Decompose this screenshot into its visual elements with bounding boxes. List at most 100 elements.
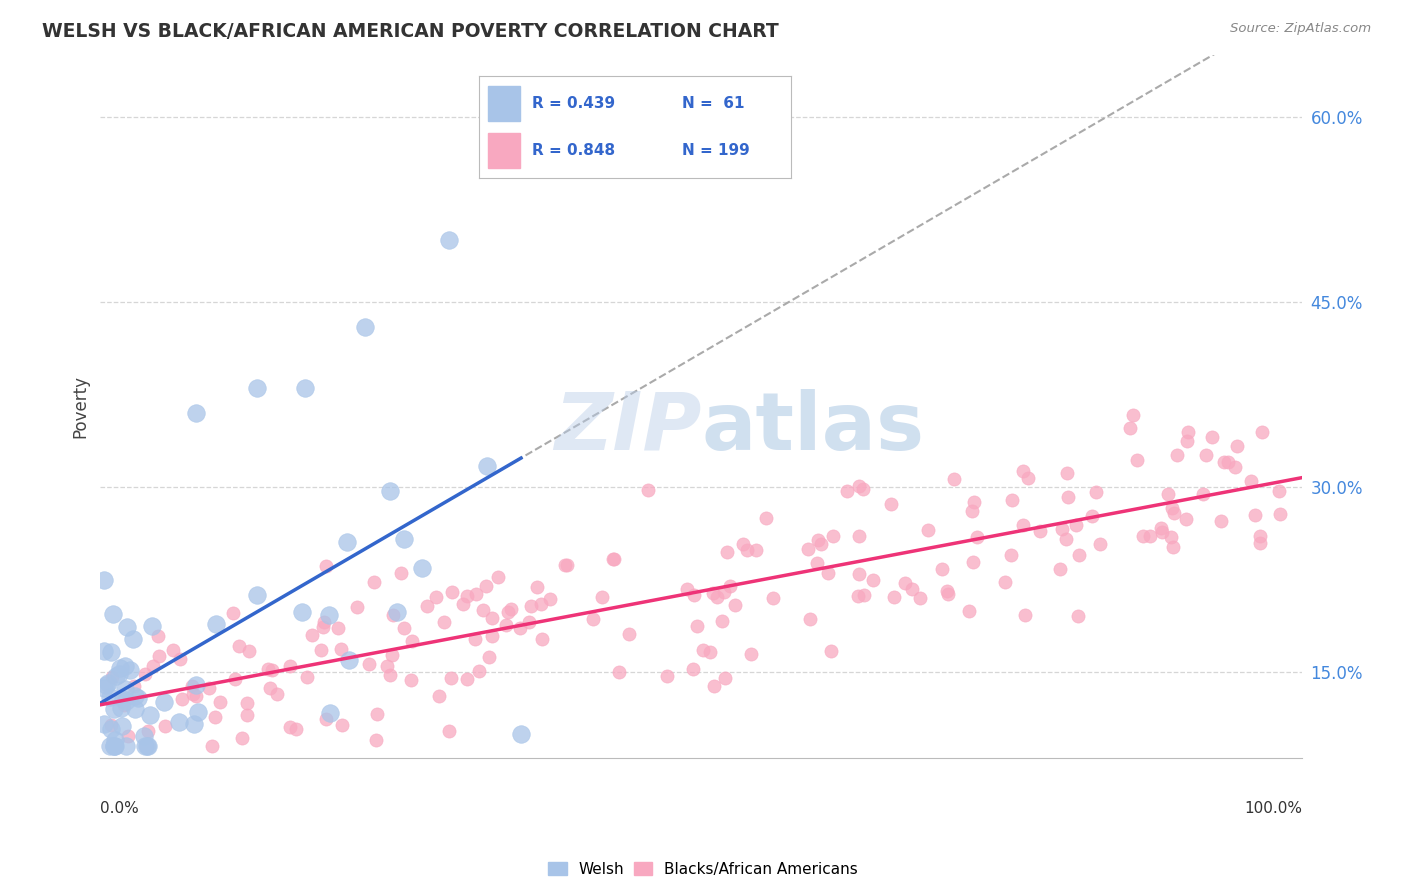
Point bbox=[285, 722, 308, 736]
Point bbox=[1014, 608, 1036, 623]
Point bbox=[114, 658, 136, 673]
Point bbox=[148, 648, 170, 663]
Point bbox=[481, 610, 503, 624]
Point bbox=[1223, 460, 1246, 475]
Point bbox=[319, 706, 342, 721]
Point bbox=[228, 639, 250, 653]
Point bbox=[1119, 420, 1142, 434]
Legend: Welsh, Blacks/African Americans: Welsh, Blacks/African Americans bbox=[546, 859, 860, 880]
Point bbox=[266, 687, 288, 701]
Point bbox=[1012, 464, 1035, 478]
Point bbox=[724, 598, 747, 612]
Point bbox=[94, 677, 117, 691]
Point bbox=[740, 647, 762, 661]
Point bbox=[1050, 522, 1073, 536]
Point bbox=[699, 644, 721, 658]
Point bbox=[427, 690, 450, 704]
Point bbox=[336, 535, 359, 549]
Text: ZIP: ZIP bbox=[554, 389, 702, 467]
Point bbox=[848, 567, 870, 582]
Point bbox=[472, 603, 495, 617]
Point bbox=[526, 580, 548, 594]
Point bbox=[554, 558, 576, 572]
Point bbox=[311, 620, 333, 634]
Point bbox=[169, 651, 191, 665]
Point bbox=[607, 665, 630, 680]
Point bbox=[170, 692, 193, 706]
Point bbox=[1209, 514, 1232, 528]
Point bbox=[139, 708, 162, 723]
Point bbox=[98, 739, 121, 753]
Point bbox=[437, 233, 460, 247]
Point bbox=[104, 739, 127, 753]
Point bbox=[221, 607, 243, 621]
Point bbox=[957, 604, 980, 618]
Point bbox=[346, 599, 368, 614]
Point bbox=[711, 614, 734, 628]
Point bbox=[1251, 425, 1274, 439]
Point bbox=[153, 695, 176, 709]
Point bbox=[392, 621, 415, 635]
Point bbox=[1174, 511, 1197, 525]
Point bbox=[110, 701, 132, 715]
Point bbox=[823, 528, 845, 542]
Point bbox=[848, 528, 870, 542]
Point bbox=[799, 612, 821, 626]
Point bbox=[224, 672, 246, 686]
Point bbox=[181, 687, 204, 701]
Point bbox=[686, 619, 709, 633]
Point bbox=[931, 562, 953, 576]
Point bbox=[464, 632, 486, 647]
Point bbox=[378, 667, 401, 681]
Point bbox=[966, 530, 988, 544]
Point bbox=[167, 715, 190, 730]
Point bbox=[848, 479, 870, 493]
Point bbox=[451, 597, 474, 611]
Point bbox=[1132, 529, 1154, 543]
Point bbox=[101, 670, 124, 684]
Text: 0.0%: 0.0% bbox=[100, 800, 139, 815]
Point bbox=[908, 591, 931, 605]
Point bbox=[301, 628, 323, 642]
Point bbox=[378, 483, 401, 498]
Point bbox=[755, 511, 778, 525]
Point bbox=[100, 722, 122, 736]
Point bbox=[389, 566, 412, 580]
Point bbox=[1244, 508, 1267, 523]
Point bbox=[1161, 501, 1184, 516]
Point bbox=[337, 653, 360, 667]
Text: 100.0%: 100.0% bbox=[1244, 800, 1302, 815]
Point bbox=[231, 731, 253, 745]
Point bbox=[935, 584, 957, 599]
Point bbox=[1157, 487, 1180, 501]
Point bbox=[416, 599, 439, 613]
Point bbox=[846, 589, 869, 603]
Point bbox=[294, 381, 316, 395]
Point bbox=[894, 575, 917, 590]
Point bbox=[93, 717, 115, 731]
Point bbox=[1000, 548, 1022, 562]
Point bbox=[477, 458, 499, 473]
Point bbox=[136, 739, 159, 753]
Point bbox=[411, 561, 433, 575]
Point bbox=[103, 702, 125, 716]
Point bbox=[718, 579, 741, 593]
Point bbox=[735, 543, 758, 558]
Point bbox=[440, 671, 463, 685]
Point bbox=[115, 694, 138, 708]
Point bbox=[363, 574, 385, 589]
Point bbox=[883, 591, 905, 605]
Point bbox=[111, 691, 134, 706]
Point bbox=[278, 719, 301, 733]
Point bbox=[1166, 448, 1188, 462]
Point bbox=[103, 739, 125, 753]
Point bbox=[820, 644, 842, 658]
Point bbox=[1001, 492, 1024, 507]
Point bbox=[1226, 439, 1249, 453]
Point bbox=[1017, 471, 1039, 485]
Point bbox=[499, 602, 522, 616]
Point bbox=[318, 607, 340, 622]
Point bbox=[101, 607, 124, 622]
Point bbox=[1056, 466, 1078, 480]
Point bbox=[943, 473, 966, 487]
